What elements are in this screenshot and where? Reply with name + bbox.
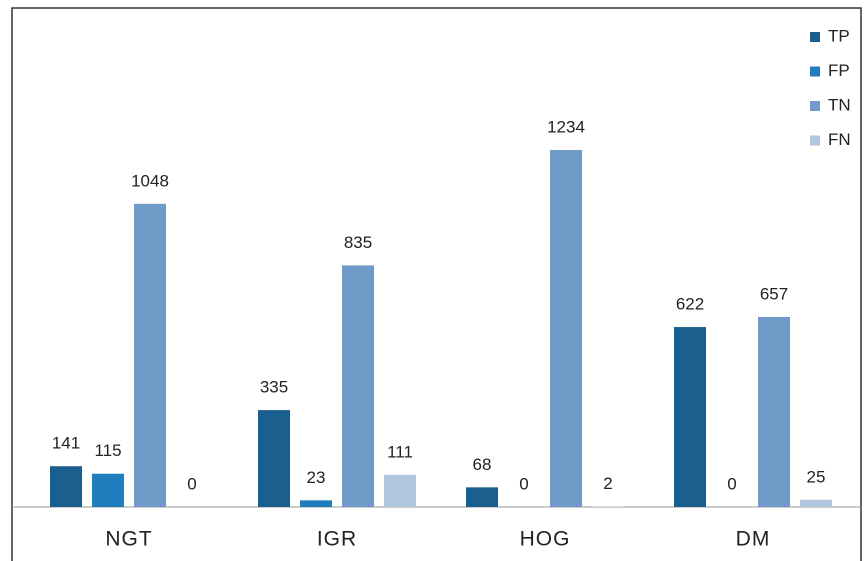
bar [342, 265, 374, 507]
legend-label: TP [828, 26, 850, 45]
x-tick-label: HOG [520, 528, 571, 551]
legend-label: TN [828, 95, 851, 114]
value-label: 141 [52, 434, 80, 453]
value-label: 0 [727, 474, 736, 493]
frame [11, 7, 862, 561]
legend-swatch [810, 66, 820, 77]
legend-swatch [810, 101, 820, 111]
legend-swatch [810, 32, 820, 42]
value-label: 68 [473, 455, 492, 474]
bar [134, 203, 166, 508]
legend-label: FN [828, 130, 851, 149]
x-tick-label: IGR [317, 528, 357, 551]
value-label: 25 [807, 467, 826, 486]
value-label: 0 [519, 474, 528, 493]
value-label: 1234 [547, 117, 585, 136]
value-label: 835 [344, 233, 372, 252]
value-label: 0 [187, 474, 196, 493]
x-tick-label: DM [736, 528, 771, 551]
bar [50, 466, 82, 507]
value-label: 335 [260, 378, 288, 397]
bar [258, 410, 290, 507]
bar [92, 473, 124, 507]
bar [300, 500, 332, 507]
value-label: 111 [387, 442, 413, 461]
value-label: 2 [603, 474, 612, 493]
bar [758, 316, 790, 507]
bar [384, 474, 416, 507]
value-label: 657 [760, 284, 788, 303]
value-label: 115 [94, 441, 121, 460]
bar [592, 506, 624, 507]
bar [800, 499, 832, 507]
legend-label: FP [828, 61, 850, 80]
value-label: 1048 [131, 171, 169, 190]
value-label: 622 [676, 295, 704, 314]
value-label: 23 [307, 468, 326, 487]
bar [466, 487, 498, 507]
bar [674, 327, 706, 507]
x-tick-label: NGT [105, 528, 152, 551]
bar [550, 150, 582, 507]
legend-swatch [810, 135, 820, 146]
